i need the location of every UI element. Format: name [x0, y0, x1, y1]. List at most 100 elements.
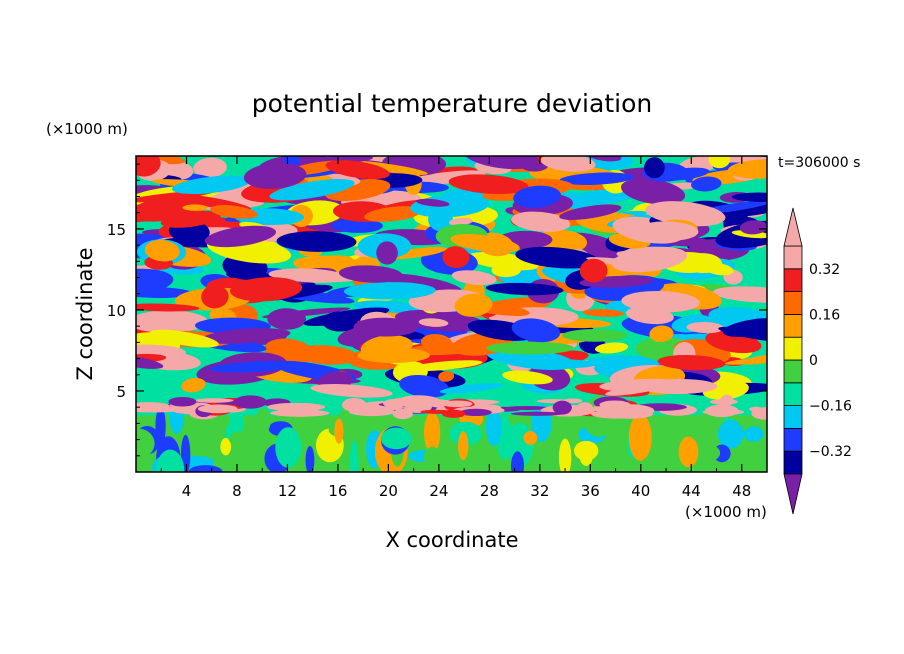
colorbar-segment	[783, 382, 803, 406]
anomaly-blob	[515, 246, 600, 269]
anomaly-blob	[559, 172, 634, 186]
x-tick-label: 4	[182, 482, 192, 500]
anomaly-blob	[172, 175, 251, 195]
y-tick-label: 10	[107, 302, 126, 320]
anomaly-blob	[353, 317, 418, 337]
anomaly-blob	[303, 307, 390, 326]
anomaly-blob	[331, 218, 383, 233]
lower-plume	[558, 438, 572, 472]
x-tick-label: 36	[581, 482, 600, 500]
lower-plume	[155, 406, 166, 446]
lower-plume	[136, 428, 155, 459]
colorbar-segment	[783, 268, 803, 292]
anomaly-blob	[416, 198, 450, 207]
anomaly-blob	[201, 285, 229, 309]
anomaly-blob	[559, 204, 622, 220]
anomaly-blob	[193, 157, 227, 178]
lower-plume	[255, 407, 271, 434]
lower-plume	[423, 411, 441, 454]
x-tick-label: 28	[480, 482, 499, 500]
anomaly-blob	[442, 246, 470, 269]
anomaly-blob	[399, 374, 449, 398]
lower-plume	[334, 418, 344, 444]
anomaly-blob	[136, 196, 200, 222]
y-tick-label: 15	[107, 221, 126, 239]
anomaly-blob	[448, 217, 473, 226]
anomaly-blob	[511, 211, 571, 232]
anomaly-blob	[486, 341, 574, 355]
interface-band	[510, 411, 564, 416]
anomaly-blob	[605, 381, 672, 396]
anomaly-blob	[731, 192, 767, 203]
y-tick-label: 5	[116, 383, 126, 401]
x-tick-label: 40	[631, 482, 650, 500]
interface-band	[194, 398, 234, 403]
anomaly-blob	[649, 325, 674, 343]
interface-band	[392, 408, 413, 420]
anomaly-blob	[708, 156, 731, 169]
anomaly-blob	[626, 306, 674, 325]
anomaly-blob	[364, 206, 422, 222]
lower-plume	[156, 449, 185, 472]
lower-plume	[275, 427, 302, 468]
x-tick-label: 44	[682, 482, 701, 500]
anomaly-blob	[586, 257, 665, 269]
anomaly-blob	[657, 354, 726, 371]
x-tick-label: 8	[232, 482, 242, 500]
anomaly-blob	[540, 156, 596, 172]
anomaly-blob	[357, 347, 431, 364]
chart-title: potential temperature deviation	[252, 89, 652, 118]
anomaly-blob	[448, 174, 529, 194]
colorbar-tick-label: 0.16	[809, 307, 840, 323]
lower-plume	[628, 414, 652, 461]
x-axis-ticks: 4 8 12 16 20 24 28 32 36 40 44 48	[160, 156, 751, 500]
interface-band	[749, 406, 763, 412]
colorbar-segment	[783, 336, 803, 361]
anomaly-blob	[594, 342, 629, 354]
interface-band	[168, 397, 197, 407]
colorbar-over-triangle	[783, 207, 803, 247]
lower-plume	[485, 407, 502, 447]
lower-plume	[380, 427, 412, 450]
interface-band	[270, 409, 330, 417]
contour-field	[136, 156, 767, 472]
interface-band	[705, 404, 739, 418]
colorbar: −0.32 −0.16 0 0.16 0.32	[783, 207, 852, 515]
interface-band	[441, 400, 473, 408]
plot-frame	[135, 155, 768, 473]
interface-band	[720, 394, 734, 406]
colorbar-under-triangle	[783, 473, 803, 515]
anomaly-blob	[182, 204, 208, 211]
anomaly-blob	[637, 221, 699, 241]
interface-band	[233, 395, 268, 409]
anomaly-blob	[491, 263, 521, 278]
y-axis-label: Z coordinate	[73, 247, 97, 380]
anomaly-blob	[243, 162, 307, 189]
colorbar-tick-label: 0.32	[809, 262, 840, 278]
lower-plume	[188, 465, 223, 472]
anomaly-blob	[454, 293, 493, 317]
anomaly-blob	[691, 176, 722, 192]
interface-band	[552, 400, 572, 415]
anomaly-blob	[722, 318, 767, 337]
anomaly-blob	[209, 360, 301, 373]
x-tick-label: 16	[328, 482, 347, 500]
y-axis-unit: (×1000 m)	[46, 120, 128, 138]
anomaly-blob	[376, 241, 398, 265]
x-tick-label: 20	[379, 482, 398, 500]
anomaly-blob	[502, 370, 553, 385]
anomaly-blob	[325, 160, 390, 180]
colorbar-segment	[783, 313, 803, 338]
anomaly-blob	[645, 201, 726, 227]
anomaly-blob	[276, 231, 357, 252]
anomaly-blob	[620, 178, 686, 205]
interface-band	[197, 404, 238, 414]
interface-band	[459, 408, 492, 417]
anomaly-blob	[201, 328, 291, 344]
lower-plume	[458, 431, 469, 461]
lower-plume	[523, 431, 538, 445]
lower-plume	[573, 440, 599, 461]
anomaly-blob	[181, 377, 206, 393]
lower-plume	[305, 446, 315, 472]
lower-plume	[678, 436, 699, 468]
